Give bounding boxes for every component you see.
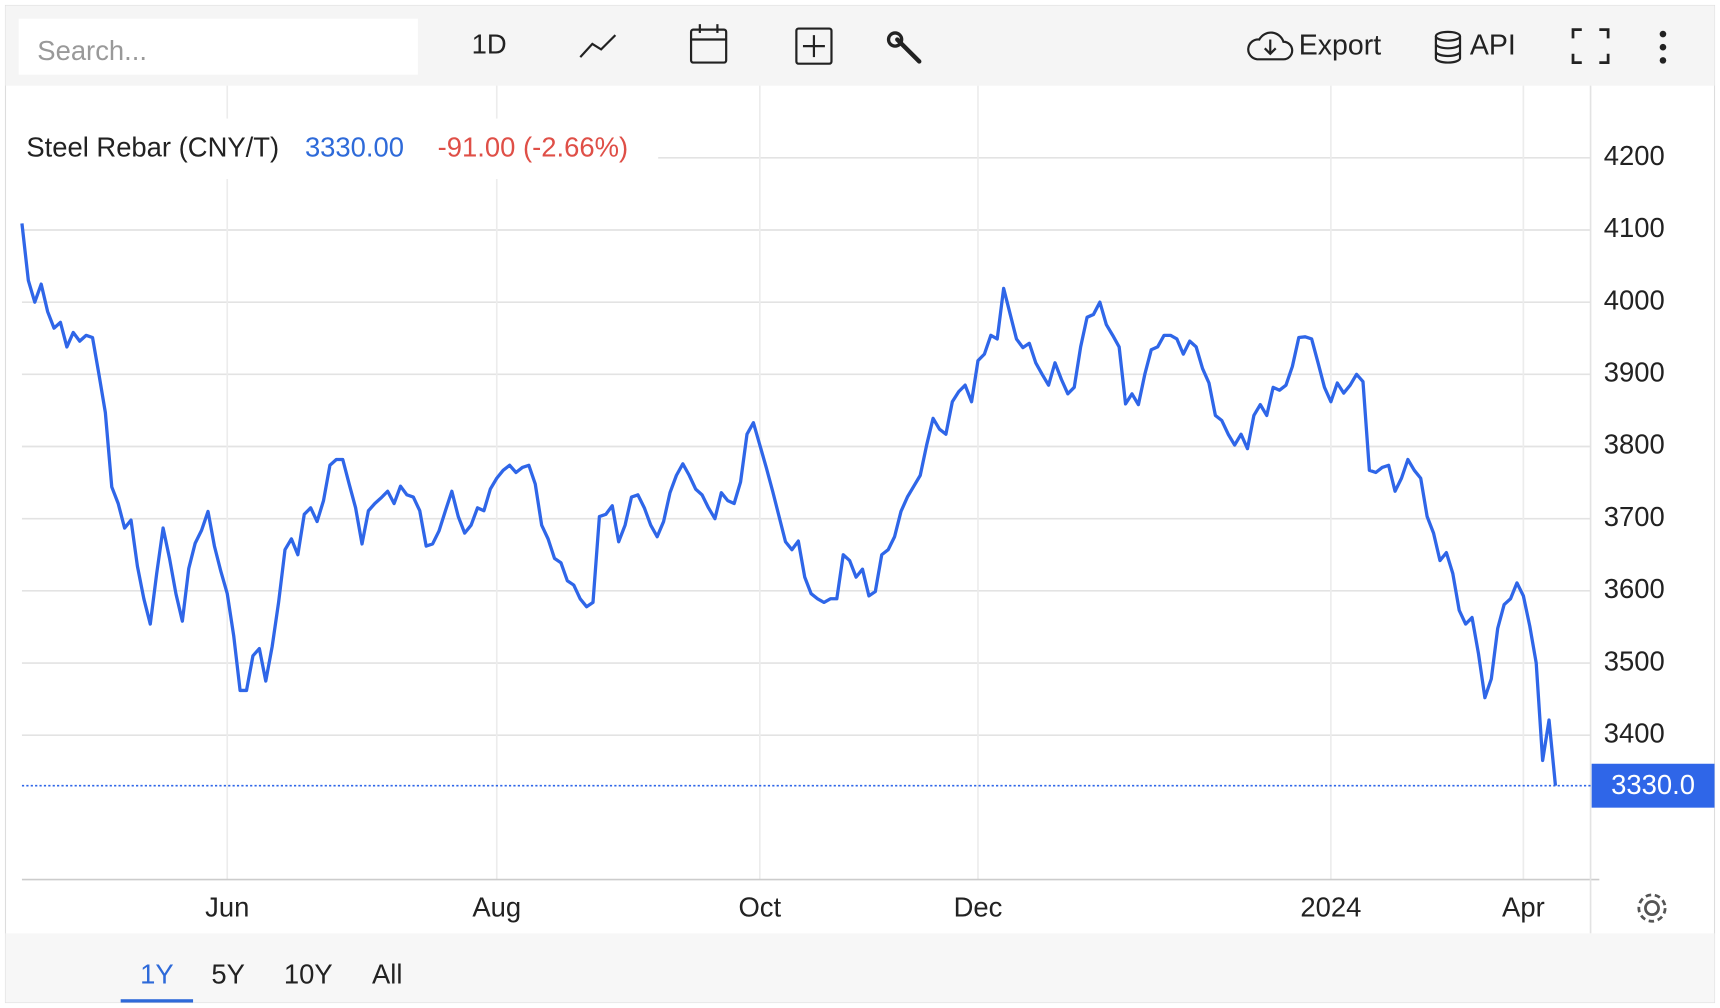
y-tick-label: 3900	[1604, 357, 1665, 388]
chart-type-icon[interactable]	[579, 34, 617, 58]
range-button[interactable]: 5Y	[211, 958, 245, 989]
x-tick-label: Apr	[1502, 891, 1545, 922]
range-button[interactable]: 10Y	[284, 958, 333, 989]
x-tick-label: Jun	[205, 891, 249, 922]
export-icon[interactable]	[1247, 31, 1294, 61]
tools-icon[interactable]	[886, 31, 922, 64]
x-tick-label: Dec	[954, 891, 1003, 922]
api-icon[interactable]	[1434, 30, 1462, 64]
y-tick-label: 3800	[1604, 429, 1665, 460]
api-button[interactable]: API	[1470, 30, 1516, 62]
settings-icon[interactable]	[1637, 893, 1667, 923]
x-tick-label: Oct	[738, 891, 781, 922]
y-tick-label: 3700	[1604, 501, 1665, 532]
add-icon[interactable]	[795, 27, 833, 65]
y-tick-label: 3400	[1604, 717, 1665, 748]
range-button[interactable]: All	[372, 958, 402, 989]
y-tick-label: 4200	[1604, 140, 1665, 171]
range-active-underline	[120, 999, 194, 1003]
interval-button[interactable]: 1D	[472, 28, 507, 59]
price-change: -91.00 (-2.66%)	[438, 132, 628, 163]
x-tick-label: 2024	[1300, 891, 1361, 922]
search-box[interactable]	[18, 18, 418, 75]
calendar-icon[interactable]	[689, 24, 728, 64]
last-price-label: 3330.0	[1611, 769, 1695, 800]
y-tick-label: 4100	[1604, 212, 1665, 243]
x-tick-label: Aug	[472, 891, 521, 922]
last-price-box	[1591, 763, 1715, 808]
search-placeholder[interactable]: Search...	[37, 35, 147, 66]
y-tick-label: 4000	[1604, 284, 1665, 315]
range-selector: 1Y 5Y 10Y All	[120, 958, 402, 1003]
range-button[interactable]: 1Y	[140, 958, 174, 989]
chart-title: Steel Rebar (CNY/T)	[26, 132, 279, 163]
header-bg	[16, 118, 659, 179]
fullscreen-icon[interactable]	[1571, 28, 1610, 64]
range-bar	[5, 933, 1715, 1003]
y-tick-label: 3600	[1604, 573, 1665, 604]
price-line	[20, 223, 1558, 786]
price: 3330.00	[305, 132, 404, 163]
y-tick-label: 3500	[1604, 645, 1665, 676]
export-button[interactable]: Export	[1299, 30, 1381, 62]
plot: 3400 3500 3600 3700 3800 3900 4000 4100 4200 Jun A…	[20, 85, 1715, 934]
menu-icon[interactable]	[1659, 30, 1667, 64]
